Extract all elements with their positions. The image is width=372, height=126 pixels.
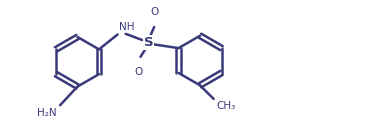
Text: H₂N: H₂N (37, 108, 57, 118)
Text: O: O (151, 7, 159, 17)
Text: O: O (135, 67, 143, 77)
Text: NH: NH (119, 22, 134, 32)
Text: S: S (144, 36, 153, 49)
Text: CH₃: CH₃ (216, 101, 235, 111)
